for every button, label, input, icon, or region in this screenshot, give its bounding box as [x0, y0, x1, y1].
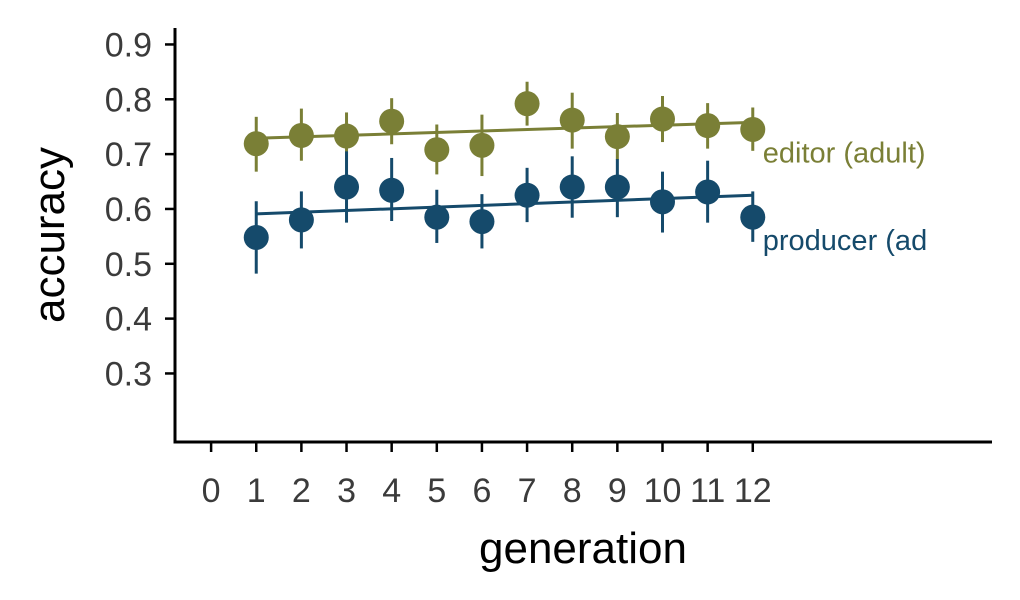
data-point	[514, 91, 540, 117]
trend-line	[256, 120, 753, 140]
x-tick-label: 12	[734, 472, 772, 510]
data-point	[695, 179, 721, 205]
data-point	[424, 204, 450, 230]
x-tick-label: 4	[382, 472, 401, 510]
data-point	[604, 174, 630, 200]
x-tick-label: 2	[292, 472, 311, 510]
data-point	[288, 122, 314, 148]
x-tick-label: 0	[202, 472, 221, 510]
y-tick-label: 0.5	[105, 246, 152, 284]
data-point	[740, 204, 766, 230]
x-tick-label: 1	[247, 472, 266, 510]
y-axis-ticks: 0.3 0.4 0.5 0.6 0.7 0.8 0.9	[105, 26, 175, 393]
data-point	[559, 107, 585, 133]
series-layer: editor (adult) producer (ad	[243, 81, 927, 274]
y-tick-label: 0.9	[105, 26, 152, 64]
y-tick-label: 0.8	[105, 81, 152, 119]
x-tick-label: 6	[472, 472, 491, 510]
x-axis-title: generation	[479, 524, 687, 573]
data-point	[559, 174, 585, 200]
data-point	[514, 182, 540, 208]
series-0: editor (adult)	[243, 81, 926, 177]
x-tick-label: 8	[563, 472, 582, 510]
series-label: producer (ad	[763, 225, 927, 257]
x-tick-label: 3	[337, 472, 356, 510]
data-point	[379, 108, 405, 134]
x-tick-label: 11	[690, 472, 725, 510]
y-tick-label: 0.3	[105, 355, 152, 393]
plot-area: 0.30.40.50.60.70.80.9 0 1 2 3 4 5 6 7 8 9 10 11 12 e…	[105, 26, 992, 510]
trend-line	[256, 193, 753, 216]
series-1: producer (ad	[243, 151, 927, 274]
x-tick-label: 7	[518, 472, 537, 510]
data-point	[649, 106, 675, 132]
x-axis-ticks: 0 1 2 3 4 5 6 7 8 9 10 11 12	[202, 442, 772, 510]
data-point	[334, 174, 360, 200]
data-point	[243, 224, 269, 250]
series-label: editor (adult)	[763, 137, 926, 169]
data-point	[424, 137, 450, 163]
data-point	[469, 132, 495, 158]
data-point	[469, 209, 495, 235]
y-axis-title: accuracy	[25, 147, 74, 323]
y-tick-label: 0.7	[105, 136, 152, 174]
data-point	[334, 123, 360, 149]
x-tick-label: 10	[644, 472, 682, 510]
data-point	[379, 177, 405, 203]
data-point	[740, 116, 766, 142]
x-tick-label: 9	[608, 472, 627, 510]
data-point	[649, 189, 675, 215]
data-point	[695, 113, 721, 139]
x-tick-label: 5	[427, 472, 446, 510]
y-tick-label: 0.4	[105, 301, 152, 339]
data-point	[243, 131, 269, 157]
data-point	[604, 124, 630, 150]
y-tick-label: 0.6	[105, 191, 152, 229]
data-point	[288, 207, 314, 233]
